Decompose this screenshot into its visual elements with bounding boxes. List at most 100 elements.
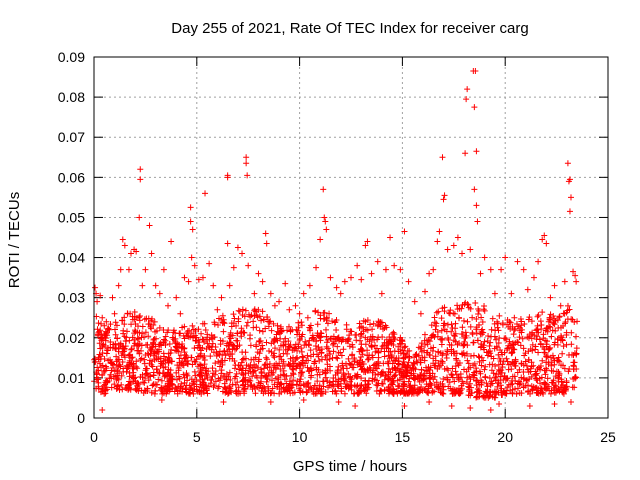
data-point [268,367,275,374]
data-point [195,326,202,333]
data-point [385,385,392,392]
data-point [523,377,530,384]
data-point [488,367,495,374]
data-point [101,356,108,363]
data-point [111,326,118,333]
data-point [205,343,212,350]
data-point [341,390,348,397]
data-point [175,348,182,355]
data-point [305,357,312,364]
data-point-outlier [323,226,330,233]
data-point [303,380,310,387]
data-point [406,355,413,362]
data-point [336,337,343,344]
data-point [131,313,138,320]
data-point-outlier [434,238,441,245]
data-point [537,362,544,369]
data-point [473,365,480,372]
data-point-outlier [119,236,126,243]
data-point [215,358,222,365]
data-point [521,352,528,359]
data-point [327,335,334,342]
data-point-outlier [417,310,424,317]
data-point [188,385,195,392]
data-point [307,374,314,381]
data-point [119,317,126,324]
data-point-outlier [543,240,550,247]
data-point [470,339,477,346]
data-point [263,339,270,346]
data-point [165,350,172,357]
data-point [525,357,532,364]
data-point [295,324,302,331]
data-point [332,319,339,326]
data-point [548,333,555,340]
data-point [144,350,151,357]
data-point [203,371,210,378]
data-point [381,376,388,383]
data-point [540,331,547,338]
data-point [389,375,396,382]
data-point [217,359,224,366]
data-point [308,385,315,392]
data-point [132,340,139,347]
data-point [534,326,541,333]
data-point [333,354,340,361]
data-point [456,360,463,367]
data-point [159,390,166,397]
data-point [570,376,577,383]
data-point [282,335,289,342]
data-point [362,378,369,385]
data-point [277,330,284,337]
data-point [273,360,280,367]
data-point [560,382,567,389]
data-point [373,360,380,367]
data-point [528,363,535,370]
data-point [467,392,474,399]
data-point [428,322,435,329]
data-point [514,369,521,376]
data-point [290,377,297,384]
data-point [184,372,191,379]
data-point [268,349,275,355]
data-point [141,379,148,386]
data-point-outlier [296,310,303,317]
data-point [438,315,445,322]
data-point [409,389,416,396]
data-point-outlier [473,202,480,209]
y-tick-label: 0.01 [58,370,85,386]
data-point [100,368,107,375]
data-point [170,327,177,334]
data-point-outlier [474,218,481,225]
data-point [97,389,104,396]
data-point [256,350,263,357]
data-point [233,337,240,344]
data-point [271,337,278,344]
data-point [232,381,239,388]
data-point [495,320,502,327]
data-point [410,365,417,372]
data-point [545,361,552,368]
data-point [479,319,486,326]
data-point-outlier [234,244,241,251]
data-point [433,322,440,329]
data-point [451,333,458,340]
data-point [165,327,172,334]
x-tick-label: 20 [497,429,513,445]
data-point [304,352,311,359]
data-point [300,357,307,364]
data-point [335,378,342,385]
data-point [332,387,339,394]
data-point [525,316,532,323]
data-point [504,375,511,382]
data-point [220,328,227,335]
data-point-outlier [401,228,408,235]
data-point [363,326,370,333]
data-point-outlier [362,242,369,249]
data-point [464,374,471,381]
data-point [133,358,140,365]
data-point [302,338,309,345]
data-point [202,367,209,374]
data-point [498,367,505,374]
